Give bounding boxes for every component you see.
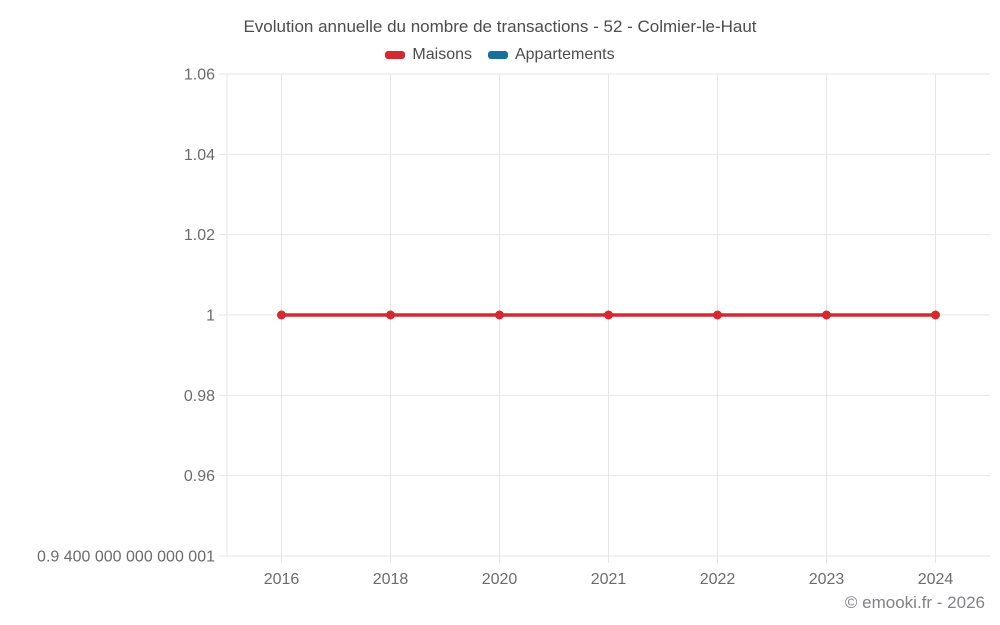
x-axis-tick-label: 2018	[373, 571, 409, 588]
legend-label-appartements: Appartements	[514, 46, 615, 63]
data-point-maisons[interactable]	[822, 310, 831, 320]
appartements-swatch-icon	[487, 51, 508, 59]
y-axis-tick-label: 1.04	[184, 147, 215, 164]
x-axis-tick-label: 2020	[482, 571, 518, 588]
data-point-maisons[interactable]	[713, 310, 722, 320]
y-axis-tick-label: 0.9 400 000 000 000 001	[37, 549, 215, 566]
x-axis-tick-label: 2023	[809, 571, 845, 588]
data-point-maisons[interactable]	[604, 310, 613, 320]
y-axis-tick-label: 0.98	[184, 388, 215, 405]
maisons-swatch-icon	[385, 51, 406, 59]
data-point-maisons[interactable]	[931, 310, 940, 320]
footer-credit: © emooki.fr - 2026	[844, 593, 985, 612]
x-axis-tick-label: 2022	[700, 571, 736, 588]
y-axis-tick-label: 1.02	[184, 227, 215, 244]
data-point-maisons[interactable]	[386, 310, 395, 320]
x-axis-tick-label: 2016	[264, 571, 300, 588]
x-axis-tick-label: 2024	[918, 571, 954, 588]
chart-legend: Maisons Appartements	[0, 46, 1000, 64]
x-axis-tick-label: 2021	[591, 571, 627, 588]
y-axis-tick-label: 1	[206, 308, 215, 325]
data-point-maisons[interactable]	[277, 310, 286, 320]
legend-label-maisons: Maisons	[412, 46, 472, 63]
y-axis-tick-label: 0.96	[184, 468, 215, 485]
legend-item-appartements[interactable]: Appartements	[487, 46, 615, 64]
chart-title: Evolution annuelle du nombre de transact…	[243, 17, 757, 36]
legend-item-maisons[interactable]: Maisons	[385, 46, 472, 64]
y-axis-tick-label: 1.06	[184, 67, 215, 84]
data-point-maisons[interactable]	[495, 310, 504, 320]
